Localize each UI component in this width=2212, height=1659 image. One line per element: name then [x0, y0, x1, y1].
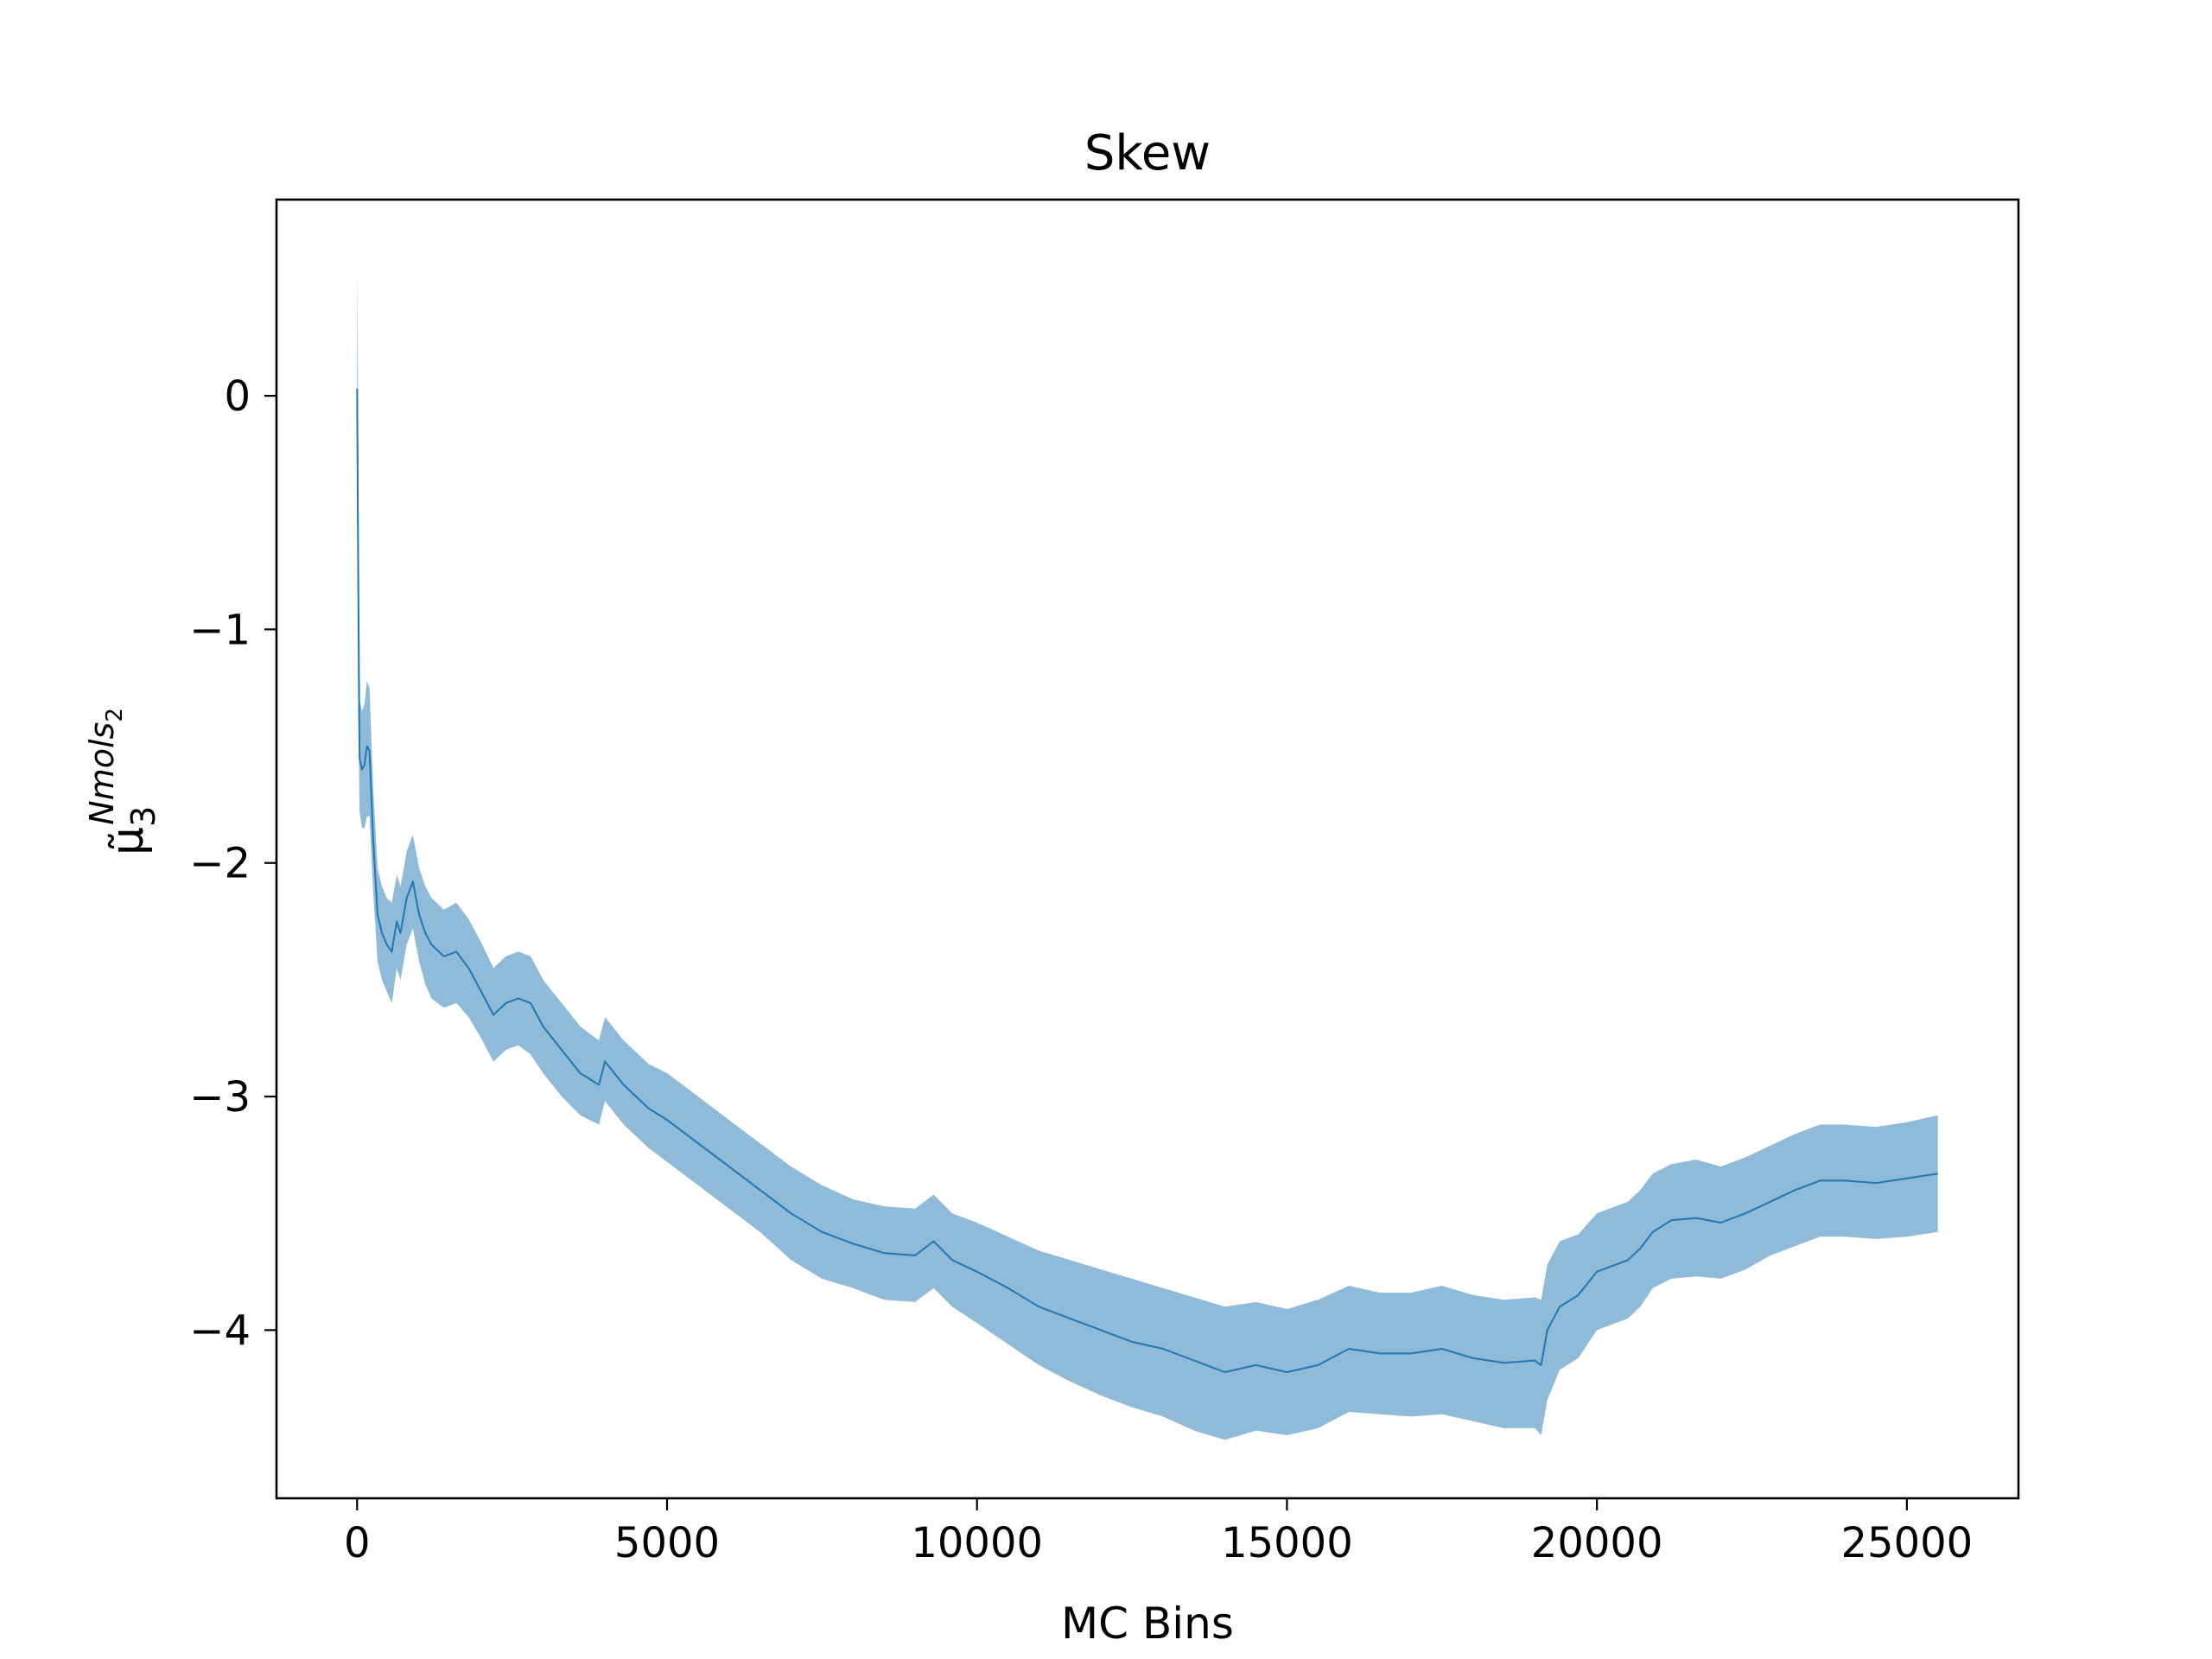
y-tick-label: −4 [189, 1306, 251, 1355]
plot-area [276, 200, 2018, 1498]
band-layer [357, 267, 1938, 1440]
y-tick-label: −1 [189, 606, 251, 654]
x-axis-label: MC Bins [1061, 1599, 1234, 1649]
x-tick-label: 5000 [614, 1519, 720, 1567]
series-line-0 [356, 388, 1938, 1373]
x-tick-label: 10000 [911, 1519, 1043, 1567]
y-axis-label-superscript: Nmols [83, 722, 121, 825]
y-tick-label: 0 [224, 372, 251, 421]
x-axis-ticks: 0 5000 10000 15000 20000 25000 [344, 1498, 1973, 1567]
y-tick-label: −3 [189, 1073, 251, 1122]
y-axis-label-superscript-subscript: 2 [102, 708, 128, 722]
confidence-band-series-0 [357, 267, 1938, 1440]
chart-title: Skew [1084, 125, 1211, 181]
x-tick-label: 15000 [1221, 1519, 1353, 1567]
y-axis-label-main: μ̃ [102, 827, 154, 855]
line-layer [356, 388, 1938, 1373]
y-tick-label: −2 [189, 840, 251, 888]
svg-text:μ̃3Nmols2: μ̃3Nmols2 [83, 708, 162, 855]
plot-frame [275, 198, 2020, 1500]
y-axis-label: μ̃3Nmols2 [83, 708, 162, 855]
x-tick-label: 20000 [1531, 1519, 1663, 1567]
x-tick-label: 25000 [1841, 1519, 1974, 1567]
y-axis-ticks: 0 −1 −2 −3 −4 [189, 372, 276, 1355]
x-tick-label: 0 [344, 1519, 371, 1567]
y-axis-label-subscript: 3 [124, 806, 162, 827]
